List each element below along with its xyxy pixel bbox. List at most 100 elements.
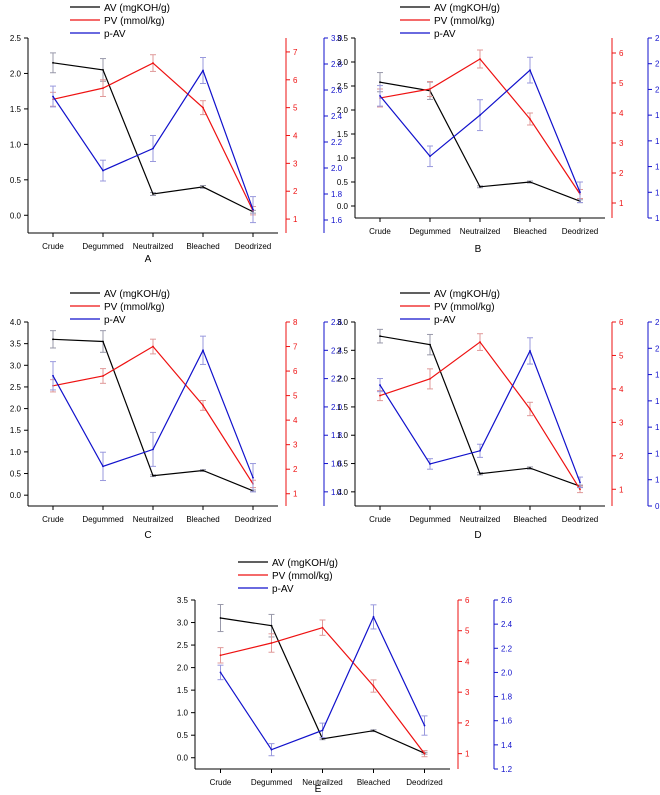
pv-tick-label: 1 — [293, 490, 298, 499]
series-pav — [50, 57, 256, 224]
x-tick-label: Crude — [369, 227, 391, 236]
pv-tick-label: 6 — [619, 49, 624, 58]
data-point — [529, 181, 531, 183]
data-point — [52, 61, 54, 64]
pav-tick-label: 2.2 — [331, 375, 343, 384]
pav-tick-label: 1.4 — [655, 163, 660, 172]
left-tick-label: 0.5 — [177, 731, 189, 740]
series-pav — [50, 335, 256, 493]
legend-label: AV (mgKOH/g) — [104, 289, 170, 300]
x-tick-label: Bleached — [357, 778, 390, 787]
left-tick-label: 1.0 — [337, 154, 349, 163]
data-point — [202, 186, 204, 188]
pav-tick-label: 2.0 — [331, 403, 343, 412]
left-tick-label: 4.0 — [10, 318, 22, 327]
pv-tick-label: 4 — [465, 657, 470, 666]
left-tick-label: 2.5 — [10, 383, 22, 392]
panel-label: E — [315, 784, 322, 795]
left-tick-label: 3.0 — [337, 318, 349, 327]
data-point — [479, 472, 481, 475]
data-point — [52, 95, 54, 98]
x-tick-label: Degummed — [409, 227, 450, 236]
pv-tick-label: 8 — [293, 318, 298, 327]
pav-tick-label: 2.4 — [501, 620, 513, 629]
data-point — [529, 408, 531, 410]
pav-tick-label: 0.8 — [655, 502, 660, 511]
left-tick-label: 1.0 — [10, 448, 22, 457]
legend-label: p-AV — [104, 315, 126, 326]
x-tick-label: Bleached — [186, 242, 219, 251]
data-point — [102, 465, 104, 468]
data-point — [429, 377, 431, 380]
data-point — [529, 118, 531, 120]
series-line-av — [379, 335, 581, 487]
data-point — [429, 88, 431, 90]
data-point — [219, 654, 222, 657]
data-point — [479, 114, 481, 117]
left-tick-label: 3.5 — [177, 596, 189, 605]
series-av — [377, 72, 583, 204]
pv-tick-label: 5 — [619, 79, 624, 88]
legend-label: PV (mmol/kg) — [104, 16, 165, 27]
data-point — [579, 488, 581, 491]
left-tick-label: 1.0 — [337, 431, 349, 440]
pv-tick-label: 5 — [465, 627, 470, 636]
x-tick-label: Deodrized — [562, 515, 598, 524]
pav-tick-label: 1.2 — [655, 188, 660, 197]
data-point — [429, 155, 431, 158]
left-tick-label: 0.0 — [10, 491, 22, 500]
x-tick-label: Deodrized — [406, 778, 442, 787]
data-point — [202, 106, 204, 109]
panel-b: 0.0 0.5 1.0 1.5 2.0 2.5 3.0 3.5 1 2 3 4 5 6 1.0 1.2 1.4 1… — [337, 3, 660, 255]
pav-tick-label: 2.4 — [331, 112, 343, 121]
x-tick-label: Neutrailzed — [460, 515, 500, 524]
left-tick-label: 0.0 — [337, 488, 349, 497]
left-tick-label: 0.0 — [337, 202, 349, 211]
series-pv — [50, 54, 256, 216]
x-tick-label: Degummed — [82, 515, 123, 524]
pav-tick-label: 2.2 — [655, 318, 660, 327]
series-av — [217, 604, 428, 755]
data-point — [102, 87, 104, 90]
pav-tick-label: 3.0 — [331, 34, 343, 43]
pv-tick-label: 2 — [293, 465, 298, 474]
pv-tick-label: 2 — [619, 169, 624, 178]
series-av — [377, 328, 583, 488]
data-point — [219, 671, 222, 674]
legend-label: PV (mmol/kg) — [434, 16, 495, 27]
pav-tick-label: 2.0 — [331, 164, 343, 173]
pav-tick-label: 2.8 — [331, 60, 343, 69]
left-tick-label: 2.0 — [10, 69, 22, 78]
pav-tick-label: 1.6 — [331, 216, 343, 225]
series-line-av — [52, 338, 254, 492]
left-tick-label: 1.5 — [337, 403, 349, 412]
data-point — [270, 748, 273, 751]
left-tick-label: 0.0 — [10, 211, 22, 220]
legend-label: PV (mmol/kg) — [434, 302, 495, 313]
x-tick-label: Neutrailzed — [302, 778, 342, 787]
data-point — [102, 375, 104, 377]
pav-tick-label: 2.4 — [331, 346, 343, 355]
x-tick-label: Neutrailzed — [133, 242, 173, 251]
data-point — [52, 338, 54, 341]
x-tick-label: Degummed — [409, 515, 450, 524]
left-tick-label: 1.5 — [10, 105, 22, 114]
pv-tick-label: 7 — [293, 48, 298, 57]
panel-label: D — [474, 530, 481, 541]
pav-tick-label: 1.0 — [655, 214, 660, 223]
x-tick-label: Degummed — [82, 242, 123, 251]
pv-tick-label: 1 — [619, 485, 624, 494]
left-tick-label: 2.0 — [177, 664, 189, 673]
panel-d: 0.0 0.5 1.0 1.5 2.0 2.5 3.0 1 2 3 4 5 6 0.8 1.0 1.2 1.4 1… — [337, 289, 660, 541]
data-point — [429, 343, 431, 346]
data-point — [219, 617, 222, 619]
data-point — [152, 345, 154, 348]
data-point — [579, 191, 581, 194]
data-point — [202, 404, 204, 407]
series-pav — [377, 56, 583, 204]
data-point — [479, 449, 481, 452]
data-point — [102, 340, 104, 343]
series-pav — [217, 604, 428, 757]
data-point — [202, 469, 204, 472]
pav-tick-label: 1.8 — [331, 190, 343, 199]
